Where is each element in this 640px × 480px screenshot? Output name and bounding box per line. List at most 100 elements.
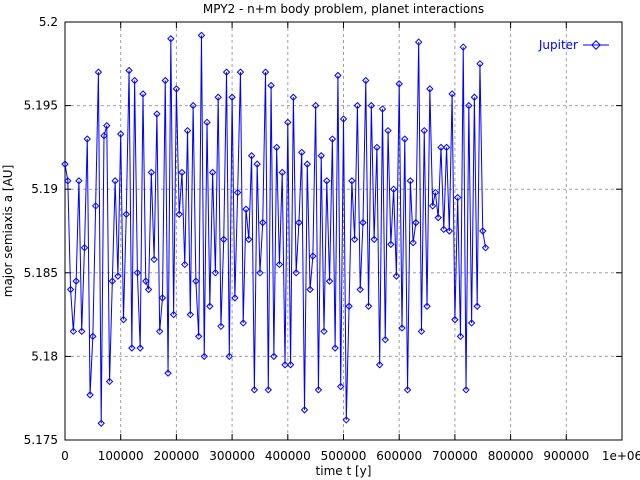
data-point [164, 369, 172, 377]
data-point [206, 302, 214, 310]
data-point [91, 202, 100, 210]
x-tick-label: 0 [61, 449, 69, 463]
data-point [136, 344, 144, 352]
data-point [459, 43, 467, 51]
data-point [242, 205, 250, 213]
data-point [144, 285, 153, 294]
data-point [114, 272, 122, 280]
data-point [158, 294, 167, 302]
plot-frame [64, 21, 623, 441]
legend-label-jupiter: Jupiter [538, 38, 578, 52]
x-tick-label: 300000 [209, 449, 255, 463]
data-point [125, 66, 133, 75]
data-point [233, 188, 242, 197]
data-point [64, 177, 72, 185]
data-point [409, 238, 417, 247]
data-point [442, 143, 451, 152]
data-point [197, 31, 206, 40]
data-point [462, 386, 470, 394]
data-point [200, 352, 208, 361]
data-point [289, 93, 298, 101]
data-point [133, 269, 142, 277]
data-point [395, 80, 403, 88]
data-point [412, 218, 420, 227]
data-point [169, 310, 178, 319]
data-point [231, 294, 239, 302]
data-point [481, 244, 490, 252]
data-point [189, 101, 197, 110]
data-point [161, 76, 169, 85]
data-point [356, 285, 364, 294]
data-point [314, 386, 323, 394]
data-point [440, 225, 448, 234]
grid-lines [65, 22, 622, 440]
data-point [183, 126, 192, 135]
data-point [172, 85, 181, 93]
data-point [362, 76, 370, 85]
data-point [364, 302, 373, 310]
y-tick-labels: 5.175 5.18 5.185 5.19 5.195 5.2 [24, 15, 58, 447]
series-line-jupiter [64, 35, 487, 424]
data-point [153, 110, 161, 118]
data-point [97, 419, 105, 427]
data-point [261, 68, 270, 76]
axis-ticks [64, 21, 623, 441]
data-point [194, 332, 203, 341]
data-point [370, 235, 378, 244]
data-point [108, 277, 117, 285]
data-point [331, 344, 339, 352]
data-point [236, 68, 245, 76]
data-point [228, 93, 236, 101]
data-point [328, 135, 337, 143]
data-point [387, 240, 395, 249]
data-point [122, 210, 130, 218]
data-point [264, 386, 273, 394]
data-point [83, 135, 91, 143]
data-point [426, 85, 434, 93]
data-point [286, 361, 295, 369]
data-point [470, 93, 479, 101]
data-point [375, 361, 384, 369]
x-tick-label: 100000 [98, 449, 144, 463]
data-point [353, 101, 362, 110]
data-point [72, 277, 80, 285]
y-tick-label: 5.19 [31, 182, 58, 196]
data-point [272, 143, 281, 152]
data-point [217, 322, 225, 331]
data-point [267, 81, 275, 90]
data-point [467, 319, 476, 327]
series-jupiter [61, 31, 490, 427]
data-point [473, 302, 481, 310]
data-point [306, 285, 314, 294]
data-point [398, 324, 406, 332]
chart-title: MPY2 - n+m body problem, planet interact… [203, 2, 484, 16]
data-point [300, 406, 309, 414]
data-point [86, 391, 94, 399]
legend: Jupiter [538, 38, 609, 52]
data-point [186, 310, 195, 319]
data-point [259, 218, 267, 227]
data-point [456, 332, 465, 341]
data-point [100, 131, 108, 140]
data-point [434, 213, 442, 222]
data-point [445, 227, 454, 235]
data-point [69, 327, 78, 336]
data-point [384, 126, 392, 135]
data-point [342, 416, 350, 424]
x-tick-label: 800000 [488, 449, 534, 463]
data-point [208, 168, 217, 177]
data-point [111, 177, 119, 185]
data-point [317, 152, 325, 160]
data-point [325, 277, 334, 285]
data-point [392, 272, 401, 280]
data-point [428, 202, 437, 210]
data-point [309, 252, 317, 260]
data-point [292, 269, 300, 277]
data-point [181, 260, 189, 269]
data-point [253, 160, 261, 168]
data-point [175, 210, 183, 218]
data-point [78, 327, 86, 336]
data-point [303, 160, 312, 168]
data-point [479, 227, 487, 235]
